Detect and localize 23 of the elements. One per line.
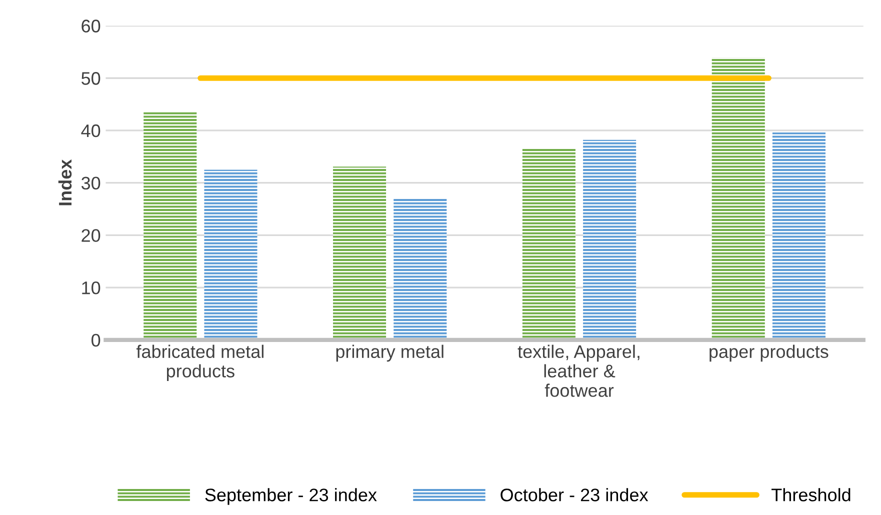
y-axis-title: Index	[58, 159, 72, 206]
y-tick-label: 50	[82, 72, 100, 85]
bar	[522, 148, 576, 340]
x-tick-label: textile, Apparel, leather & footwear	[518, 344, 640, 397]
y-tick-label: 10	[82, 281, 100, 294]
x-tick-label: paper products	[710, 344, 828, 362]
y-tick-label: 40	[81, 124, 100, 138]
legend-label: Threshold	[771, 488, 850, 502]
bar	[204, 170, 258, 340]
bar	[712, 58, 765, 340]
y-tick-label: 20	[82, 229, 100, 242]
bar	[583, 140, 636, 340]
bar	[394, 198, 447, 340]
y-tick-label: 30	[81, 176, 100, 190]
y-tick-label: 60	[82, 20, 100, 32]
legend-label: September - 23 index	[205, 488, 377, 505]
bar	[333, 166, 386, 340]
y-tick-label: 0	[92, 334, 100, 347]
legend-label: October - 23 index	[500, 488, 648, 502]
bar	[772, 132, 826, 340]
x-tick-label: primary metal	[336, 344, 444, 362]
bar	[144, 112, 197, 340]
x-tick-label: fabricated metal products	[136, 344, 264, 382]
